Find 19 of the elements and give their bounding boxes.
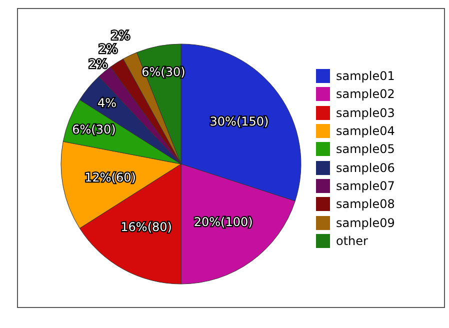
- legend-label: sample09: [336, 216, 395, 230]
- legend-label: sample01: [336, 69, 395, 84]
- data-label: 2%: [88, 56, 108, 71]
- legend-label: sample04: [336, 124, 395, 138]
- legend-label: sample07: [336, 178, 395, 193]
- data-label: 4%: [98, 96, 117, 110]
- data-label: 30%(150): [210, 114, 269, 129]
- data-label: 6%(30): [72, 122, 116, 137]
- legend-label: sample06: [336, 160, 395, 175]
- data-label: 16%(80): [120, 220, 172, 234]
- data-label: 2%: [111, 28, 130, 43]
- data-label: 20%(100): [194, 215, 253, 230]
- legend-label: sample03: [336, 106, 395, 120]
- data-label: 2%: [98, 42, 118, 56]
- data-label: 12%(60): [84, 170, 136, 184]
- legend-label: sample02: [336, 87, 395, 102]
- legend-label: other: [336, 234, 368, 248]
- legend-label: sample05: [336, 142, 395, 156]
- legend-label: sample08: [336, 197, 395, 212]
